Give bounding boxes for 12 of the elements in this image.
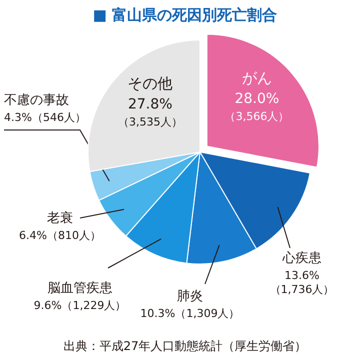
data-label: 10.3%（1,309人）: [140, 307, 240, 320]
slice-label: 心疾患: [282, 250, 322, 266]
data-label: 4.3%（546人）: [4, 111, 86, 124]
data-label: 13.6% （1,736人）: [270, 269, 334, 296]
slice-label: 老衰: [47, 210, 73, 226]
data-label: 9.6%（1,229人）: [34, 299, 126, 312]
data-label: 6.4%（810人）: [19, 229, 101, 242]
chart-title: ■ 富山県の死因別死亡割合: [92, 6, 278, 24]
source-note: 出典：平成27年人口動態統計（厚生労働省）: [63, 339, 307, 353]
slice-label: 脳血管疾患: [48, 281, 112, 296]
slice-label: 肺炎: [177, 289, 203, 304]
slice-label: 不慮の事故: [4, 93, 69, 108]
